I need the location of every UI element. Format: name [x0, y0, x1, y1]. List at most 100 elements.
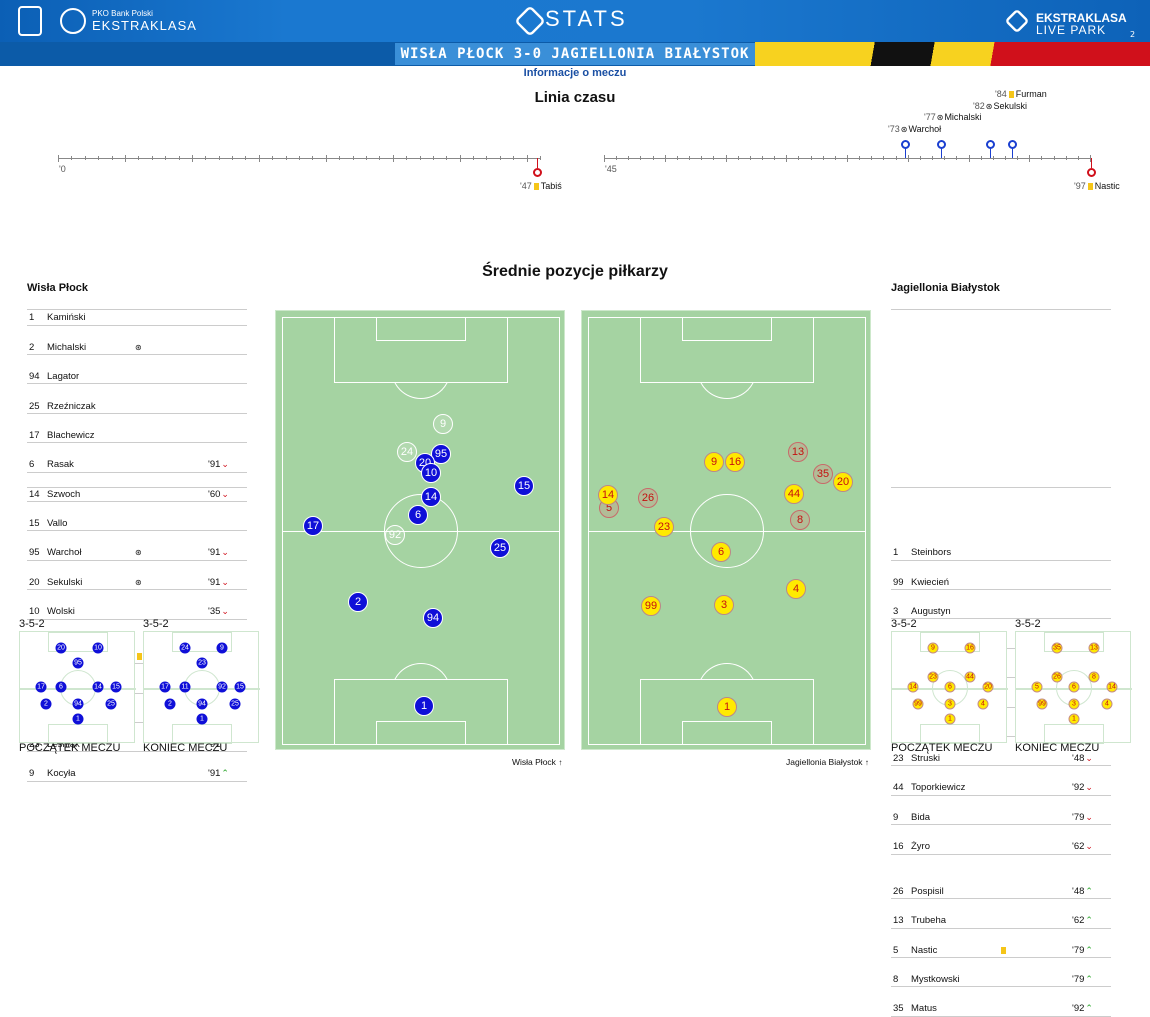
formation-player-marker[interactable]: 99 — [912, 698, 924, 710]
formation-player-marker[interactable]: 1 — [196, 713, 208, 725]
away-player-marker[interactable]: 44 — [784, 484, 804, 504]
away-player-marker[interactable]: 9 — [704, 452, 724, 472]
lineup-row[interactable]: 26 Pospisil '48⌃ — [891, 885, 1111, 900]
away-player-marker[interactable]: 4 — [786, 579, 806, 599]
lineup-row[interactable]: 15 Vallo — [27, 517, 247, 532]
lineup-row[interactable]: 17 Blachewicz — [27, 429, 247, 444]
home-player-marker[interactable]: 1 — [414, 696, 434, 716]
formation-player-marker[interactable]: 26 — [1051, 671, 1063, 683]
away-player-marker[interactable]: 14 — [598, 485, 618, 505]
home-player-marker[interactable]: 92 — [385, 525, 405, 545]
formation-player-marker[interactable]: 4 — [977, 698, 989, 710]
lineup-row[interactable]: 8 Mystkowski '79⌃ — [891, 973, 1111, 988]
away-player-marker[interactable]: 26 — [638, 488, 658, 508]
lineup-row[interactable]: 10 Wolski '35⌄ — [27, 605, 247, 620]
formation-player-marker[interactable]: 1 — [1068, 713, 1080, 725]
formation-player-marker[interactable]: 94 — [196, 698, 208, 710]
away-player-marker[interactable]: 13 — [788, 442, 808, 462]
formation-player-marker[interactable]: 3 — [944, 698, 956, 710]
away-player-marker[interactable]: 99 — [641, 596, 661, 616]
lineup-row[interactable]: 6 Rasak '91⌄ — [27, 458, 247, 473]
lineup-row[interactable]: 5 Nastic '79⌃ — [891, 943, 1111, 959]
formation-player-marker[interactable]: 17 — [35, 681, 47, 693]
formation-player-marker[interactable]: 8 — [1088, 671, 1100, 683]
card-pin-icon[interactable] — [1087, 168, 1096, 177]
lineup-row[interactable]: 23 Lesniak '91⌃ — [27, 738, 247, 753]
home-player-marker[interactable]: 25 — [490, 538, 510, 558]
formation-player-marker[interactable]: 24 — [179, 642, 191, 654]
formation-player-marker[interactable]: 44 — [964, 671, 976, 683]
formation-player-marker[interactable]: 14 — [907, 681, 919, 693]
formation-player-marker[interactable]: 2 — [40, 698, 52, 710]
formation-player-marker[interactable]: 17 — [159, 681, 171, 693]
formation-player-marker[interactable]: 35 — [1051, 642, 1063, 654]
formation-player-marker[interactable]: 1 — [72, 713, 84, 725]
lineup-row[interactable]: 99 Kwiecień — [891, 575, 1111, 591]
home-player-marker[interactable]: 9 — [433, 414, 453, 434]
home-player-marker[interactable]: 6 — [408, 505, 428, 525]
formation-player-marker[interactable]: 6 — [1068, 681, 1080, 693]
formation-player-marker[interactable]: 99 — [1036, 698, 1048, 710]
formation-player-marker[interactable]: 10 — [92, 642, 104, 654]
home-player-marker[interactable]: 95 — [431, 444, 451, 464]
lineup-row[interactable]: 13 Trubeha '62⌃ — [891, 914, 1111, 929]
formation-player-marker[interactable]: 1 — [944, 713, 956, 725]
home-player-marker[interactable]: 14 — [421, 487, 441, 507]
away-player-marker[interactable]: 6 — [711, 542, 731, 562]
lineup-row[interactable]: 25 Rzeźniczak — [27, 399, 247, 414]
formation-player-marker[interactable]: 4 — [1101, 698, 1113, 710]
formation-player-marker[interactable]: 25 — [105, 698, 117, 710]
away-player-marker[interactable]: 35 — [813, 464, 833, 484]
home-player-marker[interactable]: 24 — [397, 442, 417, 462]
away-player-marker[interactable]: 1 — [717, 697, 737, 717]
formation-player-marker[interactable]: 5 — [1031, 681, 1043, 693]
lineup-row[interactable]: 20 Sekulski ⊛ '91⌄ — [27, 575, 247, 591]
formation-player-marker[interactable]: 20 — [55, 642, 67, 654]
formation-player-marker[interactable]: 2 — [164, 698, 176, 710]
formation-player-marker[interactable]: 14 — [1106, 681, 1118, 693]
card-pin-icon[interactable] — [533, 168, 542, 177]
lineup-row[interactable]: 2 Michalski ⊛ — [27, 340, 247, 356]
lineup-row[interactable]: 16 Żyro '62⌄ — [891, 840, 1111, 855]
lineup-row[interactable]: 1 Kamiński — [27, 311, 247, 326]
formation-player-marker[interactable]: 25 — [229, 698, 241, 710]
lineup-row[interactable]: 44 Toporkiewicz '92⌄ — [891, 781, 1111, 796]
lineup-row[interactable]: 1 Steinbors — [891, 546, 1111, 561]
formation-player-marker[interactable]: 23 — [196, 657, 208, 669]
formation-player-marker[interactable]: 15 — [234, 681, 246, 693]
goal-pin-icon[interactable] — [1008, 140, 1017, 149]
formation-player-marker[interactable]: 9 — [216, 642, 228, 654]
away-player-marker[interactable]: 8 — [790, 510, 810, 530]
goal-pin-icon[interactable] — [937, 140, 946, 149]
home-player-marker[interactable]: 15 — [514, 476, 534, 496]
formation-player-marker[interactable]: 3 — [1068, 698, 1080, 710]
home-player-marker[interactable]: 17 — [303, 516, 323, 536]
lineup-row[interactable]: 23 Struski '48⌄ — [891, 752, 1111, 767]
away-player-marker[interactable]: 16 — [725, 452, 745, 472]
lineup-row[interactable]: 95 Warchoł ⊛ '91⌄ — [27, 546, 247, 561]
lineup-row[interactable]: 94 Lagator — [27, 370, 247, 385]
formation-player-marker[interactable]: 94 — [72, 698, 84, 710]
formation-player-marker[interactable]: 9 — [927, 642, 939, 654]
away-player-marker[interactable]: 20 — [833, 472, 853, 492]
lineup-row[interactable]: 9 Kocyła '91⌃ — [27, 767, 247, 782]
away-player-marker[interactable]: 3 — [714, 595, 734, 615]
formation-player-marker[interactable]: 16 — [964, 642, 976, 654]
formation-player-marker[interactable]: 11 — [179, 681, 191, 693]
home-player-marker[interactable]: 2 — [348, 592, 368, 612]
formation-player-marker[interactable]: 23 — [927, 671, 939, 683]
formation-player-marker[interactable]: 95 — [72, 657, 84, 669]
lineup-row[interactable]: 14 Szwoch '60⌄ — [27, 487, 247, 502]
lineup-row[interactable]: 3 Augustyn — [891, 605, 1111, 620]
goal-pin-icon[interactable] — [901, 140, 910, 149]
formation-player-marker[interactable]: 92 — [216, 681, 228, 693]
home-player-marker[interactable]: 94 — [423, 608, 443, 628]
away-player-marker[interactable]: 23 — [654, 517, 674, 537]
formation-player-marker[interactable]: 13 — [1088, 642, 1100, 654]
formation-player-marker[interactable]: 15 — [110, 681, 122, 693]
lineup-row[interactable]: 35 Matus '92⌃ — [891, 1002, 1111, 1017]
match-info-link[interactable]: Informacje o meczu — [523, 67, 627, 79]
home-player-marker[interactable]: 10 — [421, 463, 441, 483]
goal-pin-icon[interactable] — [986, 140, 995, 149]
formation-player-marker[interactable]: 6 — [944, 681, 956, 693]
